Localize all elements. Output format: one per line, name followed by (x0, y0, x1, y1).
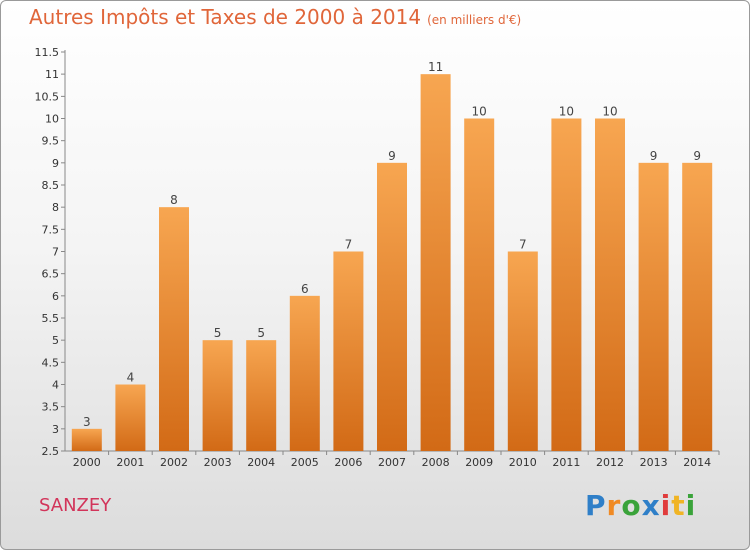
bar-2003 (202, 340, 233, 451)
bar-2002 (159, 207, 189, 451)
x-tick-label: 2013 (640, 456, 668, 469)
data-label: 10 (559, 105, 574, 119)
chart-subtitle: (en milliers d'€) (427, 13, 522, 27)
y-tick-label: 3.5 (42, 401, 60, 414)
data-label: 11 (428, 60, 443, 74)
logo-letter: i (660, 489, 672, 522)
data-label: 10 (602, 105, 617, 119)
y-tick-label: 8 (52, 201, 59, 214)
bar-2011 (551, 118, 582, 451)
x-tick-label: 2004 (247, 456, 275, 469)
bar-2006 (333, 251, 364, 451)
y-tick-label: 9 (52, 157, 59, 170)
y-tick-label: 11.5 (35, 46, 60, 59)
bar-2008 (420, 74, 451, 452)
y-tick-label: 4.5 (42, 356, 60, 369)
bar-2001 (115, 384, 146, 451)
x-tick-label: 2007 (378, 456, 406, 469)
data-label: 4 (127, 371, 135, 385)
logo-letter: x (641, 489, 661, 522)
bar-2005 (289, 295, 320, 451)
y-axis: 2.5 3 3.5 4 4.5 5 5.5 6 6.5 7 7.5 8 8.5 9 9.5 10 10.5 11 1… (35, 46, 66, 458)
data-label: 7 (519, 238, 527, 252)
bar-2007 (377, 162, 407, 452)
y-tick-label: 6.5 (42, 268, 60, 281)
data-label: 7 (345, 238, 353, 252)
y-tick-label: 5.5 (42, 312, 60, 325)
data-label: 5 (257, 326, 265, 340)
y-tick-label: 10.5 (35, 90, 60, 103)
logo-letter: t (671, 489, 686, 522)
data-label: 3 (83, 415, 91, 429)
bar-2000 (71, 428, 102, 451)
y-tick-label: 6 (52, 290, 59, 303)
x-tick-label: 2003 (204, 456, 232, 469)
chart-title-text: Autres Impôts et Taxes de 2000 à 2014 (29, 5, 422, 29)
data-label: 9 (650, 149, 658, 163)
x-tick-label: 2009 (465, 456, 493, 469)
data-label: 9 (693, 149, 701, 163)
x-tick-label: 2008 (422, 456, 450, 469)
x-tick-label: 2014 (683, 456, 711, 469)
x-tick-label: 2010 (509, 456, 537, 469)
bar-2010 (507, 251, 538, 451)
y-tick-label: 4 (52, 379, 59, 392)
bar-2013 (638, 162, 669, 452)
bar-2014 (682, 162, 713, 452)
x-tick-label: 2000 (73, 456, 101, 469)
data-labels: 3 4 8 5 5 6 7 9 11 10 7 10 10 9 9 (83, 60, 701, 429)
bar-2004 (246, 340, 277, 451)
bars (71, 74, 713, 452)
x-tick-label: 2001 (116, 456, 144, 469)
x-tick-label: 2011 (552, 456, 580, 469)
y-tick-label: 3 (52, 423, 59, 436)
x-tick-label: 2006 (334, 456, 362, 469)
y-tick-label: 10 (45, 113, 59, 126)
logo-letter: i (685, 489, 697, 522)
y-tick-label: 11 (45, 68, 59, 81)
x-tick-label: 2002 (160, 456, 188, 469)
x-tick-label: 2005 (291, 456, 319, 469)
x-tick-label: 2012 (596, 456, 624, 469)
place-name: SANZEY (39, 495, 112, 516)
y-tick-label: 2.5 (42, 445, 60, 458)
data-label: 5 (214, 326, 222, 340)
bar-2009 (464, 118, 495, 451)
y-tick-label: 7 (52, 246, 59, 259)
chart-title: Autres Impôts et Taxes de 2000 à 2014 (en… (29, 5, 521, 29)
data-label: 9 (388, 149, 396, 163)
bar-2012 (595, 118, 625, 451)
x-axis: 2000 2001 2002 2003 2004 2005 2006 2007 2008 2009… (65, 450, 720, 469)
data-label: 10 (472, 105, 487, 119)
data-label: 6 (301, 282, 309, 296)
y-tick-label: 9.5 (42, 135, 60, 148)
proxiti-logo[interactable]: Proxiti (585, 489, 696, 522)
y-tick-label: 8.5 (42, 179, 60, 192)
logo-letter: o (621, 489, 642, 522)
y-tick-label: 5 (52, 334, 59, 347)
y-tick-label: 7.5 (42, 223, 60, 236)
logo-letter: r (606, 489, 622, 522)
data-label: 8 (170, 193, 178, 207)
logo-letter: P (585, 489, 607, 522)
